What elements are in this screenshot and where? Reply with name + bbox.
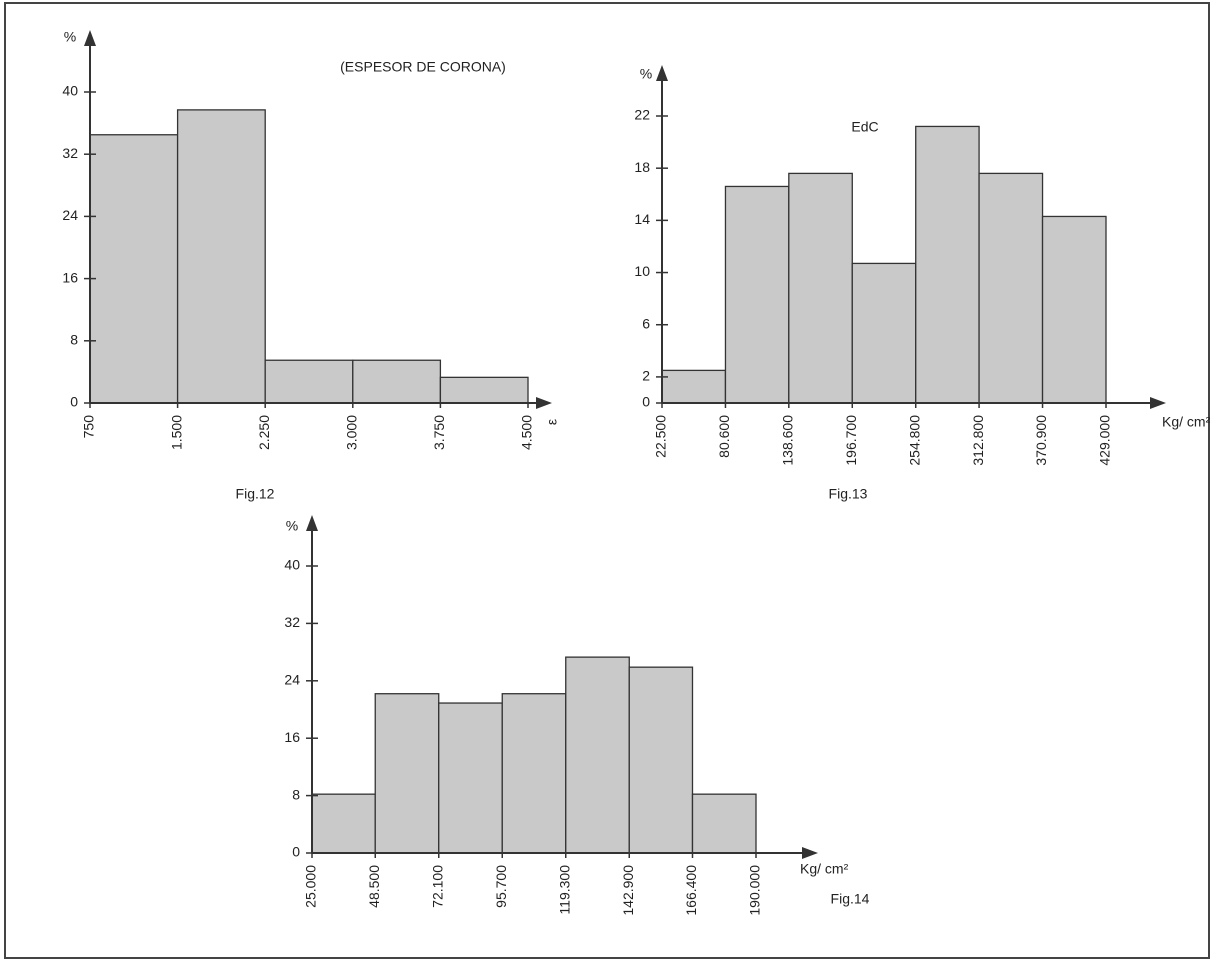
y-tick-label: 18 [634,159,650,175]
bar [374,693,440,854]
chart-title: (ESPESOR DE CORONA) [340,59,506,75]
y-arrow [84,30,96,46]
bar [89,134,179,404]
x-tick-label: 2.250 [256,415,272,450]
bar [501,693,567,854]
y-tick-label: 0 [642,394,650,410]
x-tick-label: 429.000 [1097,415,1113,466]
y-tick-label: 6 [642,315,650,331]
bar [691,793,757,854]
x-tick-label: 80.600 [716,415,732,458]
bar [628,666,694,854]
bar [311,793,376,854]
bar [724,185,790,404]
x-tick-label: 138.600 [780,415,796,466]
y-axis-label: % [640,66,652,82]
y-tick-label: 32 [62,145,78,161]
x-tick-label: 119.300 [556,865,572,915]
bar [851,262,917,404]
y-arrow [306,515,318,531]
bar [661,369,727,404]
chart-title: EdC [851,119,878,135]
x-tick-label: 22.500 [653,415,669,458]
y-axis-label: % [286,518,298,534]
y-tick-label: 16 [62,269,78,285]
x-tick-label: 166.400 [683,865,699,916]
y-tick-label: 40 [62,83,78,99]
x-arrow [536,397,552,409]
x-tick-label: 142.900 [620,865,636,916]
x-tick-label: 254.800 [906,415,922,466]
bar [438,702,503,854]
y-tick-label: 10 [634,263,650,279]
figure-caption: Fig.13 [829,486,868,502]
x-arrow [1150,397,1166,409]
y-tick-label: 16 [284,729,300,745]
figure-caption: Fig.12 [236,486,275,502]
x-tick-label: 370.900 [1033,415,1049,466]
x-tick-label: 48.500 [366,865,382,908]
y-tick-label: 32 [284,614,300,630]
y-tick-label: 24 [284,672,300,688]
x-tick-label: 4.500 [519,415,535,450]
y-arrow [656,65,668,81]
y-tick-label: 0 [70,394,78,410]
bar [439,376,529,404]
x-tick-label: 95.700 [493,865,509,908]
y-tick-label: 24 [62,207,78,223]
bar [978,172,1044,404]
x-tick-label: 25.000 [303,865,319,908]
bar [264,359,354,404]
x-tick-label: 3.750 [431,415,447,450]
x-axis-label: ε [544,419,560,425]
x-axis-label: Kg/ cm² [800,861,849,877]
y-tick-label: 8 [292,786,300,802]
bar [565,656,630,854]
x-arrow [802,847,818,859]
bar [352,359,442,404]
figure-caption: Fig.14 [831,891,870,907]
bar [1041,215,1107,404]
x-tick-label: 190.000 [747,865,763,916]
x-tick-label: 196.700 [843,415,859,466]
y-axis-label: % [64,29,76,45]
x-tick-label: 1.500 [168,415,184,450]
x-tick-label: 312.800 [970,415,986,466]
x-tick-label: 3.000 [344,415,360,450]
y-tick-label: 8 [70,332,78,348]
x-tick-label: 72.100 [429,865,445,908]
y-tick-label: 2 [642,368,650,384]
y-tick-label: 14 [634,211,650,227]
y-tick-label: 0 [292,844,300,860]
bar [176,109,266,404]
y-tick-label: 40 [284,557,300,573]
y-tick-label: 22 [634,107,650,123]
x-axis-label: Kg/ cm² [1162,414,1211,430]
bar [915,125,980,404]
x-tick-label: 750 [81,415,97,439]
bar [788,172,853,404]
